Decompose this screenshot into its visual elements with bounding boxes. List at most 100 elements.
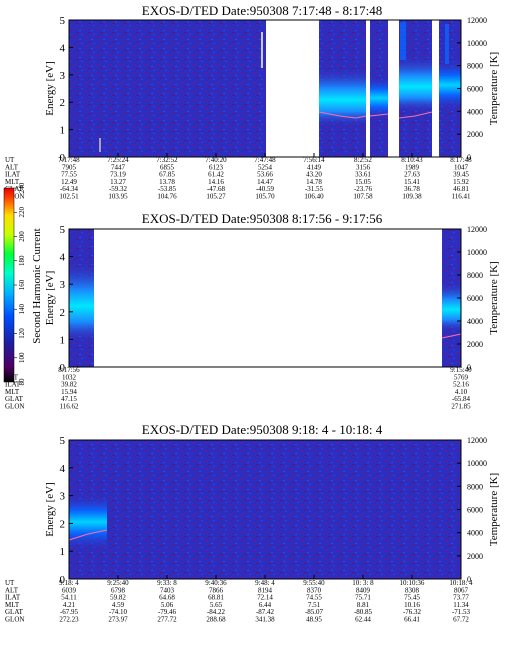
temperature-tick-label: 10000 bbox=[467, 459, 487, 468]
info-ut-value: 9:55:40 bbox=[303, 579, 325, 587]
temperature-axis-label: Temperature [K] bbox=[488, 52, 500, 125]
info-alt-value: 5769 bbox=[454, 373, 469, 381]
info-glon-value: 288.68 bbox=[206, 616, 226, 624]
info-ut-value: 7:17:48 bbox=[58, 156, 80, 164]
info-alt-value: 6855 bbox=[160, 163, 175, 171]
info-glon-value: 62.44 bbox=[355, 616, 371, 624]
temperature-tick-label: 12000 bbox=[467, 16, 487, 25]
info-alt-value: 7905 bbox=[62, 163, 77, 171]
info-glat-value: -65.84 bbox=[452, 395, 471, 403]
info-alt-value: 1047 bbox=[454, 163, 469, 171]
panel-1-data-gap bbox=[366, 20, 370, 157]
info-glat-value: -31.55 bbox=[305, 185, 324, 193]
info-ut-value: 7:56:14 bbox=[303, 156, 325, 164]
colorbar-gradient bbox=[3, 187, 15, 383]
temperature-tick-label: 4000 bbox=[467, 107, 483, 116]
info-alt-value: 7447 bbox=[111, 163, 126, 171]
energy-tick-label: 3 bbox=[60, 279, 66, 291]
info-mlt-value: 13.27 bbox=[110, 178, 126, 186]
panel-2: EXOS-D/TED Date:950308 8:17:56 - 9:17:56… bbox=[5, 211, 500, 411]
info-ilat-value: 39.45 bbox=[453, 171, 469, 179]
info-glon-value: 105.70 bbox=[255, 193, 275, 201]
info-mlt-value: 13.78 bbox=[159, 178, 175, 186]
info-row-label: GLAT bbox=[5, 608, 24, 616]
info-glon-value: 66.41 bbox=[404, 616, 420, 624]
info-mlt-value: 7.51 bbox=[308, 601, 321, 609]
panel-3-ion-band bbox=[69, 494, 107, 550]
info-ilat-value: 72.14 bbox=[257, 594, 273, 602]
temperature-tick-label: 6000 bbox=[467, 506, 483, 515]
info-glon-value: 106.40 bbox=[304, 193, 324, 201]
info-row-label: ALT bbox=[5, 163, 19, 171]
energy-tick-label: 0 bbox=[60, 152, 66, 164]
info-ilat-value: 74.55 bbox=[306, 594, 322, 602]
info-row-label: MLT bbox=[5, 178, 20, 186]
info-mlt-value: 14.78 bbox=[306, 178, 322, 186]
colorbar-tick-label: 140 bbox=[18, 304, 26, 315]
info-ut-value: 9:25:40 bbox=[107, 579, 129, 587]
energy-tick-label: 4 bbox=[60, 252, 66, 264]
panel-3-spectrogram bbox=[69, 440, 461, 579]
info-glon-value: 103.95 bbox=[108, 193, 128, 201]
info-ilat-value: 59.82 bbox=[110, 594, 126, 602]
panel-1-ion-band bbox=[399, 56, 432, 112]
info-ut-value: 9:40:36 bbox=[205, 579, 227, 587]
info-alt-value: 4149 bbox=[307, 163, 322, 171]
info-alt-value: 5254 bbox=[258, 163, 273, 171]
info-mlt-value: 5.65 bbox=[210, 601, 223, 609]
info-glat-value: -23.76 bbox=[354, 185, 373, 193]
info-row-label: UT bbox=[5, 579, 15, 587]
info-mlt-value: 8.81 bbox=[357, 601, 370, 609]
info-ilat-value: 64.68 bbox=[159, 594, 175, 602]
info-glat-value: -87.42 bbox=[256, 608, 275, 616]
info-row-label: GLON bbox=[5, 193, 24, 201]
temperature-tick-label: 8000 bbox=[467, 271, 483, 280]
energy-tick-label: 4 bbox=[60, 42, 66, 54]
info-row-label: UT bbox=[5, 156, 15, 164]
info-ut-value: 10:18: 4 bbox=[449, 579, 473, 587]
energy-tick-label: 2 bbox=[60, 518, 66, 530]
info-glat-value: 36.78 bbox=[404, 185, 420, 193]
panel-1-title: EXOS-D/TED Date:950308 7:17:48 - 8:17:48 bbox=[142, 3, 382, 18]
energy-tick-label: 0 bbox=[60, 362, 66, 374]
info-ilat-value: 67.85 bbox=[159, 171, 175, 179]
temperature-tick-label: 6000 bbox=[467, 294, 483, 303]
info-ilat-value: 52.16 bbox=[453, 381, 469, 389]
info-row-label: GLON bbox=[5, 616, 24, 624]
info-mlt-value: 15.05 bbox=[355, 178, 371, 186]
info-ut-value: 8:2:52 bbox=[354, 156, 372, 164]
info-mlt-value: 15.94 bbox=[61, 388, 77, 396]
info-ilat-value: 27.63 bbox=[404, 171, 420, 179]
info-glon-value: 272.23 bbox=[59, 616, 79, 624]
info-ut-value: 7:32:52 bbox=[156, 156, 178, 164]
info-mlt-value: 11.34 bbox=[453, 601, 469, 609]
info-glon-value: 273.97 bbox=[108, 616, 128, 624]
info-ilat-value: 73.77 bbox=[453, 594, 469, 602]
info-ut-value: 8:17:48 bbox=[450, 156, 472, 164]
info-glat-value: -74.10 bbox=[109, 608, 128, 616]
info-ut-value: 9:18: 4 bbox=[59, 579, 79, 587]
info-mlt-value: 15.41 bbox=[404, 178, 420, 186]
energy-tick-label: 5 bbox=[60, 15, 66, 27]
colorbar-tick-label: 80 bbox=[18, 378, 26, 386]
info-alt-value: 6123 bbox=[209, 163, 224, 171]
info-alt-value: 8370 bbox=[307, 586, 322, 594]
info-glat-value: -64.34 bbox=[60, 185, 79, 193]
info-ilat-value: 68.81 bbox=[208, 594, 224, 602]
colorbar-tick-label: 240 bbox=[18, 182, 26, 193]
temperature-tick-label: 12000 bbox=[467, 225, 487, 234]
energy-axis-label: Energy [eV] bbox=[44, 61, 56, 115]
colorbar-tick-label: 220 bbox=[18, 207, 26, 218]
info-ut-value: 8:10:43 bbox=[401, 156, 423, 164]
info-ilat-value: 53.66 bbox=[257, 171, 273, 179]
temperature-tick-label: 8000 bbox=[467, 62, 483, 71]
info-mlt-value: 4.10 bbox=[455, 388, 468, 396]
colorbar-tick-label: 200 bbox=[18, 231, 26, 242]
temperature-tick-label: 2000 bbox=[467, 130, 483, 139]
info-ilat-value: 73.19 bbox=[110, 171, 126, 179]
info-glat-value: -67.95 bbox=[60, 608, 79, 616]
info-glat-value: -80.85 bbox=[354, 608, 373, 616]
info-glat-value: -53.85 bbox=[158, 185, 177, 193]
info-ilat-value: 77.55 bbox=[61, 171, 77, 179]
info-alt-value: 8308 bbox=[405, 586, 420, 594]
